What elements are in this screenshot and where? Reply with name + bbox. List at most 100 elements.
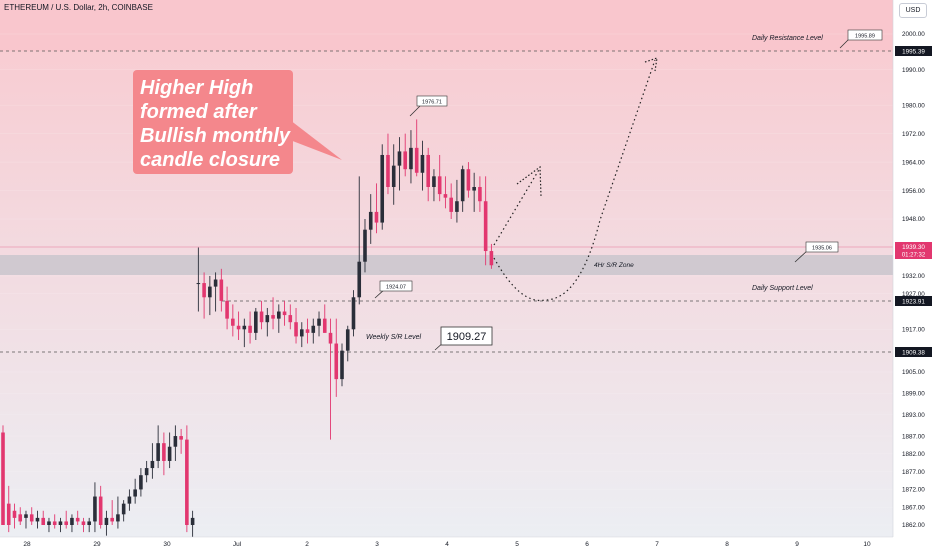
candle-body [414,147,419,173]
candle-body [386,154,390,187]
candle-body [47,521,51,525]
callout-line-3: Bullish monthly [140,125,291,147]
candle-body [196,283,201,285]
candle-body [420,154,425,173]
projection-arrowhead [644,57,658,72]
candle-body [432,176,436,187]
candle-body [443,194,448,198]
zone-tag: 1935.06 [794,241,839,263]
candle-body [93,496,97,522]
chart-title: ETHEREUM / U.S. Dollar, 2h, COINBASE [4,3,153,12]
time-tick-label: 2 [305,541,309,548]
candle-body [328,332,333,344]
candle-body [110,517,114,522]
candle-body [437,176,442,195]
candle-body [483,201,488,252]
time-tick-label: 9 [795,541,799,548]
alt-projection-arrowhead [516,165,542,197]
candle-body [340,350,344,380]
candle-body [156,443,160,461]
price-tick-label: 1964.00 [902,159,925,166]
candle-body [127,496,132,504]
candle-body [64,521,69,525]
current-price-label: 1939.30 01:27:32 [895,242,932,259]
candle-body [265,315,270,323]
candle-body [374,211,379,223]
time-tick-label: 29 [93,541,101,548]
svg-text:01:27:32: 01:27:32 [902,253,926,259]
svg-text:1995.39: 1995.39 [902,49,925,56]
candle-body [449,197,453,212]
price-tick-label: 1927.00 [902,291,925,298]
candle-body [288,315,293,323]
candle-body [104,517,109,525]
support-label: Daily Support Level [752,285,813,292]
candle-body [311,325,316,333]
candle-body [368,211,373,230]
price-tick-label: 1990.00 [902,67,925,74]
candle-body [472,186,476,191]
svg-text:1939.30: 1939.30 [902,244,925,251]
svg-text:1909.27: 1909.27 [447,331,487,343]
time-axis[interactable] [0,537,932,550]
resistance-shade [0,0,893,51]
candle-body [231,318,235,326]
candle-body [213,279,218,287]
candle-body [208,286,212,298]
candle-body [317,318,321,326]
time-tick-label: 7 [655,541,659,548]
price-tick-label: 1917.00 [902,327,925,334]
svg-text:1909.38: 1909.38 [902,350,925,357]
price-tick-label: 1887.00 [902,433,925,440]
price-tick-label: 1862.00 [902,522,925,529]
candle-body [242,325,247,330]
svg-text:1923.91: 1923.91 [902,299,925,306]
candle-body [12,510,17,518]
candle-body [121,503,126,515]
candle-body [150,460,155,469]
candle-body [1,432,5,525]
currency-button[interactable]: USD [899,3,927,18]
candle-body [52,521,57,525]
candle-body [277,311,281,319]
candle-body [70,517,74,525]
callout-line-2: formed after [140,101,258,123]
candle-body [391,165,396,187]
price-tick-label: 2000.00 [902,31,925,38]
weekly-tag: 1909.27 [434,326,493,351]
callout: Higher High formed after Bullish monthly… [133,70,342,174]
candle-body [98,496,103,525]
candle-body [116,514,120,522]
time-tick-label: 4 [445,541,449,548]
candles [1,119,494,540]
candle-body [357,261,362,298]
candle-body [144,468,149,476]
price-tick-label: 1893.00 [902,412,925,419]
candle-body [478,186,482,202]
candle-body [254,311,258,333]
price-tick-label: 1872.00 [902,487,925,494]
time-axis-ticks: 28 29 30 Jul 2 3 4 5 6 7 8 9 10 [23,541,871,548]
price-tick-label: 1882.00 [902,451,925,458]
zone-label: 4Hr S/R Zone [594,262,634,269]
svg-text:1935.06: 1935.06 [812,246,832,252]
candle-body [41,517,46,525]
candle-body [345,329,350,351]
candle-body [35,517,40,522]
price-tick-label: 1948.00 [902,216,925,223]
candle-body [363,229,367,262]
price-axis[interactable] [893,0,932,550]
time-tick-label: 6 [585,541,589,548]
candle-body [397,151,402,166]
candle-body [18,514,23,522]
time-tick-label: 3 [375,541,379,548]
price-tick-label: 1905.00 [902,369,925,376]
candle-body [322,318,327,333]
svg-text:1995.89: 1995.89 [855,34,875,40]
candle-body [455,201,459,212]
price-tick-label: 1972.00 [902,131,925,138]
time-tick-label: 30 [163,541,171,548]
projection-path [493,59,656,302]
